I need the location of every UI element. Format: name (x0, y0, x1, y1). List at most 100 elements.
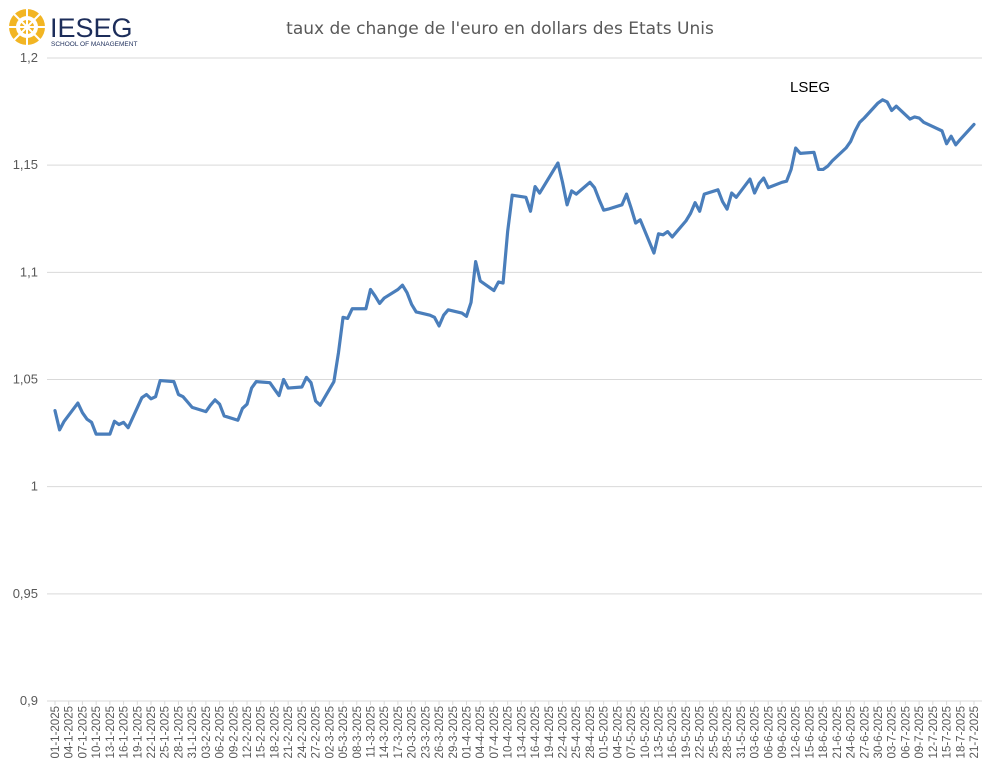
data-point (817, 168, 820, 171)
data-point (653, 252, 655, 254)
x-tick-label: 01-4-2025 (461, 706, 473, 758)
x-tick-label: 28-4-2025 (585, 706, 597, 758)
x-tick-label: 12-6-2025 (791, 706, 803, 758)
data-point (749, 178, 751, 180)
y-tick-label: 1,1 (20, 264, 38, 279)
data-point (145, 393, 148, 396)
x-tick-label: 07-1-2025 (77, 706, 89, 758)
x-tick-label: 01-1-2025 (50, 706, 62, 758)
x-tick-label: 06-2-2025 (215, 706, 227, 758)
series-layer (53, 98, 976, 436)
x-tick-label: 18-2-2025 (269, 706, 281, 758)
data-point (182, 395, 184, 398)
data-point (374, 295, 376, 297)
data-point (301, 386, 303, 388)
data-point (666, 230, 669, 233)
x-tick-label: 28-1-2025 (173, 706, 185, 758)
x-tick-label: 16-5-2025 (667, 706, 679, 758)
x-tick-label: 15-2-2025 (256, 706, 268, 758)
data-point (310, 381, 312, 384)
data-point (506, 230, 509, 233)
data-point (497, 281, 500, 283)
x-tick-label: 20-3-2025 (407, 706, 419, 758)
x-tick-label: 25-1-2025 (160, 706, 172, 758)
data-point (849, 140, 852, 143)
data-point (241, 407, 244, 410)
data-point (470, 301, 472, 304)
data-point (333, 380, 335, 383)
x-tick-label: 21-7-2025 (969, 706, 981, 758)
data-point (205, 410, 207, 413)
data-point (378, 302, 381, 305)
data-point (602, 209, 605, 211)
data-point (127, 426, 129, 429)
data-point (735, 196, 738, 199)
data-point (534, 185, 536, 188)
x-tick-label: 14-3-2025 (379, 706, 391, 758)
x-tick-label: 22-1-2025 (146, 706, 158, 758)
data-point (954, 144, 957, 146)
chart-title: taux de change de l'euro en dollars des … (286, 19, 714, 39)
data-point (474, 260, 477, 263)
data-point (730, 192, 733, 194)
x-tick-label: 19-4-2025 (544, 706, 556, 758)
x-tick-label: 06-7-2025 (900, 706, 912, 758)
x-tick-label: 28-5-2025 (722, 706, 734, 758)
x-axis: 01-1-2025 04-1-2025 07-1-2025 10-1-2025 13-1… (47, 700, 982, 758)
x-tick-label: 03-7-2025 (887, 706, 899, 758)
data-point (598, 198, 600, 201)
data-point (365, 307, 367, 310)
data-point (607, 208, 610, 210)
data-point (95, 433, 97, 435)
x-tick-label: 13-5-2025 (654, 706, 666, 758)
data-point (717, 189, 719, 191)
data-point (639, 219, 642, 221)
data-point (877, 102, 879, 104)
data-point (342, 316, 344, 319)
data-point (845, 147, 847, 149)
data-point (429, 314, 431, 317)
x-tick-label: 12-2-2025 (242, 706, 254, 758)
x-tick-label: 15-7-2025 (942, 706, 954, 758)
y-tick-label: 1,2 (20, 50, 38, 65)
x-tick-label: 02-3-2025 (324, 706, 336, 758)
x-tick-label: 10-1-2025 (91, 706, 103, 758)
data-point (246, 403, 248, 405)
x-tick-label: 16-1-2025 (119, 706, 131, 758)
data-point (81, 411, 84, 414)
x-tick-label: 22-5-2025 (695, 706, 707, 758)
data-point (657, 232, 660, 235)
data-point (250, 387, 253, 389)
x-tick-label: 17-3-2025 (393, 706, 405, 758)
data-point (698, 210, 701, 213)
data-point (410, 303, 413, 306)
data-point (621, 204, 623, 206)
data-point (826, 165, 829, 168)
data-point (721, 200, 724, 203)
data-point (634, 222, 637, 224)
x-tick-label: 21-2-2025 (283, 706, 295, 758)
data-point (685, 220, 687, 222)
data-point (694, 201, 696, 204)
y-tick-label: 0,9 (20, 693, 38, 708)
data-point (895, 105, 898, 108)
data-point (886, 101, 888, 103)
data-point (950, 135, 952, 138)
data-point (689, 212, 692, 215)
data-point (918, 117, 920, 119)
data-point (173, 380, 175, 383)
x-tick-label: 18-7-2025 (955, 706, 967, 758)
x-tick-label: 27-2-2025 (311, 706, 323, 758)
x-tick-label: 19-1-2025 (132, 706, 144, 758)
data-point (959, 138, 962, 141)
data-point (433, 316, 436, 319)
data-point (813, 151, 815, 154)
data-point (122, 421, 125, 424)
data-point (557, 162, 559, 164)
data-point (671, 236, 674, 238)
data-point (287, 387, 289, 389)
x-tick-label: 13-1-2025 (105, 706, 117, 758)
data-point (493, 289, 495, 292)
x-tick-label: 27-6-2025 (859, 706, 871, 758)
